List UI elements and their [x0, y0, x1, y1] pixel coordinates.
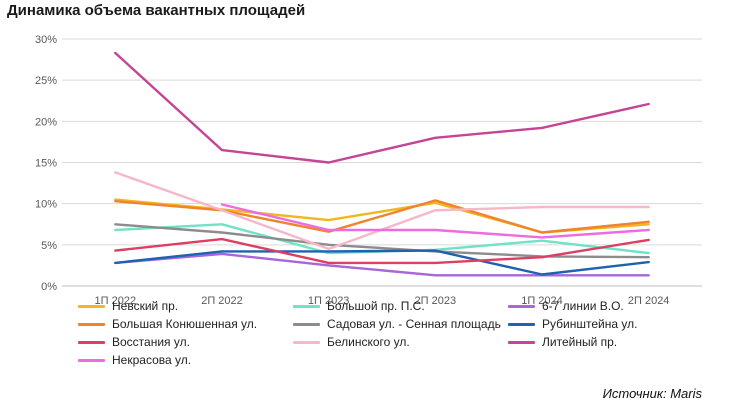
legend-swatch: [293, 340, 320, 344]
legend-swatch: [508, 304, 535, 308]
legend-swatch: [293, 322, 320, 326]
legend-label: Невский пр.: [112, 299, 179, 313]
y-tick-label: 20%: [35, 116, 57, 128]
legend-item: Рубинштейна ул.: [508, 316, 637, 332]
legend-swatch: [78, 304, 105, 308]
legend-swatch: [508, 322, 535, 326]
legend-label: Большой пр. П.С.: [327, 299, 425, 313]
legend-item: Литейный пр.: [508, 334, 617, 350]
legend-item: Невский пр.: [78, 298, 178, 314]
legend-label: Белинского ул.: [327, 335, 410, 349]
series-line-4: [114, 199, 650, 234]
legend-label: Восстания ул.: [112, 335, 190, 349]
legend-item: Восстания ул.: [78, 334, 190, 350]
legend-label: Литейный пр.: [542, 335, 618, 349]
y-tick-label: 5%: [41, 240, 57, 252]
x-tick-label: 2П 2022: [201, 295, 243, 307]
y-tick-label: 0%: [41, 281, 57, 293]
y-tick-labels: 0% 5% 10% 15% 20% 25% 30%: [35, 34, 57, 293]
legend-item: Некрасова ул.: [78, 352, 191, 368]
legend-item: 6-7 линии В.О.: [508, 298, 624, 314]
legend-item: Садовая ул. - Сенная площадь: [293, 316, 501, 332]
series-line-10: [220, 203, 650, 239]
legend-item: Большой пр. П.С.: [293, 298, 425, 314]
y-tick-label: 25%: [35, 75, 57, 87]
chart-title: Динамика объема вакантных площадей: [7, 2, 306, 19]
x-tick-label: 2П 2024: [628, 295, 670, 307]
x-tick-label: 1П 2023: [308, 295, 350, 307]
legend-swatch: [78, 322, 105, 326]
y-tick-label: 10%: [35, 199, 57, 211]
series-line-6: [114, 249, 650, 276]
y-tick-label: 15%: [35, 158, 57, 170]
series-line-5: [114, 223, 650, 259]
legend-label: Рубинштейна ул.: [542, 317, 638, 331]
legend-label: Большая Конюшенная ул.: [112, 317, 258, 331]
legend-label: 6-7 линии В.О.: [542, 299, 624, 313]
series-line-7: [114, 237, 650, 265]
legend-swatch: [78, 358, 105, 362]
source-note: Источник: Maris: [602, 386, 702, 401]
y-tick-label: 30%: [35, 34, 57, 46]
x-tick-label: 1П 2024: [521, 295, 563, 307]
legend-swatch: [293, 304, 320, 308]
x-tick-label: 2П 2023: [415, 295, 457, 307]
grid-lines: [62, 38, 702, 287]
series-lines: [114, 51, 650, 277]
legend-label: Садовая ул. - Сенная площадь: [327, 317, 501, 331]
legend-item: Белинского ул.: [293, 334, 410, 350]
legend-swatch: [78, 340, 105, 344]
legend-item: Большая Конюшенная ул.: [78, 316, 257, 332]
legend-label: Некрасова ул.: [112, 353, 192, 367]
x-tick-labels: 1П 2022 2П 2022 1П 2023 2П 2023 1П 2024 2П 20…: [95, 295, 670, 307]
legend-swatch: [508, 340, 535, 344]
series-line-3: [114, 252, 650, 277]
x-tick-label: 1П 2022: [95, 295, 137, 307]
series-line-9: [114, 51, 650, 164]
